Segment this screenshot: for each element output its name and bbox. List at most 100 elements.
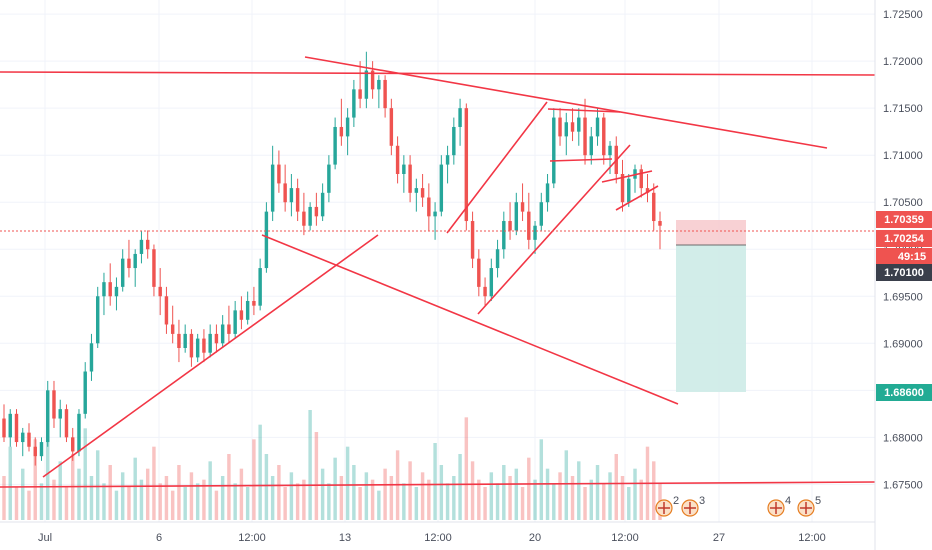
candle-body	[71, 437, 75, 452]
mid-box-line[interactable]	[549, 158, 613, 162]
lower-channel-line[interactable]	[261, 234, 679, 405]
target-price-label: 1.68600	[884, 387, 924, 399]
support-horizontal-line[interactable]	[0, 481, 876, 488]
volume-bar	[652, 461, 656, 520]
candlesticks	[2, 51, 662, 466]
candle-body	[8, 413, 12, 438]
volume-bar	[345, 446, 350, 520]
volume-bar	[614, 454, 618, 520]
volume-bar	[314, 432, 319, 520]
candle-body	[345, 117, 350, 137]
candle-body	[533, 225, 537, 240]
volume-bar	[633, 468, 637, 520]
top-box-line[interactable]	[547, 108, 621, 113]
candle-body	[639, 169, 643, 189]
volume-bar	[214, 490, 219, 520]
candle-body	[327, 164, 331, 193]
volume-bar	[127, 487, 131, 520]
volume-bar	[233, 483, 237, 520]
event-markers[interactable]: 2 3 4 5	[655, 495, 821, 517]
upper-trendline[interactable]	[304, 56, 828, 149]
wedge-lower-line[interactable]	[615, 185, 659, 211]
candle-body	[39, 442, 44, 457]
volume-bar	[302, 479, 306, 520]
time-axis[interactable]: Jul 6 12:00 13 12:00 20 12:00 27 12:00	[38, 532, 826, 544]
candle-body	[595, 117, 600, 137]
candle-body	[414, 188, 419, 193]
candle-body	[358, 89, 362, 99]
volume-bar	[208, 461, 212, 520]
candle-body	[33, 446, 37, 457]
volume-bar	[558, 472, 562, 520]
candle-body	[539, 202, 544, 226]
candle-body	[520, 202, 525, 212]
volume-bar	[370, 479, 375, 520]
candle-body	[489, 268, 494, 297]
price-tick-label: 1.72500	[883, 9, 923, 21]
volume-bar	[595, 465, 600, 520]
candle-body	[233, 310, 237, 334]
candle-body	[95, 296, 100, 344]
candle-body	[564, 122, 569, 137]
volume-bar	[477, 479, 481, 520]
candle-body	[658, 221, 662, 226]
volume-bar	[420, 472, 425, 520]
trendlines[interactable]	[0, 56, 876, 488]
candle-body	[152, 249, 156, 287]
last-price-label: 1.70254	[884, 233, 925, 245]
candle-body	[245, 300, 250, 320]
candle-body	[395, 145, 400, 174]
volume-bar	[439, 465, 444, 520]
candle-body	[483, 286, 487, 297]
candle-body	[527, 211, 531, 240]
volume-bar	[327, 483, 331, 520]
candle-body	[427, 197, 431, 217]
candle-body	[145, 239, 150, 250]
candle-body	[602, 117, 606, 156]
candle-body	[377, 79, 381, 90]
candle-body	[383, 79, 387, 109]
stop-loss-zone	[676, 220, 746, 245]
volume-bar	[445, 483, 450, 520]
price-tick-label: 1.71000	[883, 150, 923, 162]
candle-body	[570, 122, 575, 132]
volume-bar	[39, 483, 44, 520]
rising-trendline[interactable]	[42, 234, 379, 478]
volume-bar	[220, 476, 225, 520]
candle-body	[239, 310, 244, 320]
candle-body	[439, 164, 444, 212]
volume-bar	[195, 483, 200, 520]
candle-body	[189, 333, 194, 358]
candle-body	[370, 70, 375, 90]
volume-bar	[458, 454, 462, 520]
time-tick-label: 27	[713, 532, 725, 544]
time-tick-label: 20	[529, 532, 541, 544]
wedge-upper-line[interactable]	[601, 170, 653, 183]
volume-bar	[358, 487, 362, 520]
candle-body	[227, 324, 231, 334]
take-profit-zone	[676, 245, 746, 392]
time-tick-label: 12:00	[798, 532, 826, 544]
candle-body	[183, 333, 187, 348]
volume-bar	[433, 443, 437, 520]
flag-lower-line[interactable]	[477, 144, 631, 315]
flag-upper-line[interactable]	[446, 101, 548, 234]
volume-bar	[577, 461, 581, 520]
volume-bar	[102, 483, 106, 520]
candle-body	[652, 192, 656, 222]
candle-body	[208, 333, 212, 353]
volume-bar	[502, 465, 506, 520]
candle-body	[21, 432, 25, 443]
candle-body	[127, 258, 131, 269]
volume-bar	[608, 472, 612, 520]
candle-body	[477, 258, 481, 287]
time-tick-label: 12:00	[611, 532, 639, 544]
candle-body	[164, 296, 169, 325]
resistance-horizontal-line[interactable]	[0, 71, 876, 76]
candle-body	[77, 413, 81, 452]
volume-bar	[95, 450, 100, 520]
candle-body	[302, 211, 306, 226]
candle-body	[139, 239, 144, 254]
candle-body	[264, 211, 269, 269]
